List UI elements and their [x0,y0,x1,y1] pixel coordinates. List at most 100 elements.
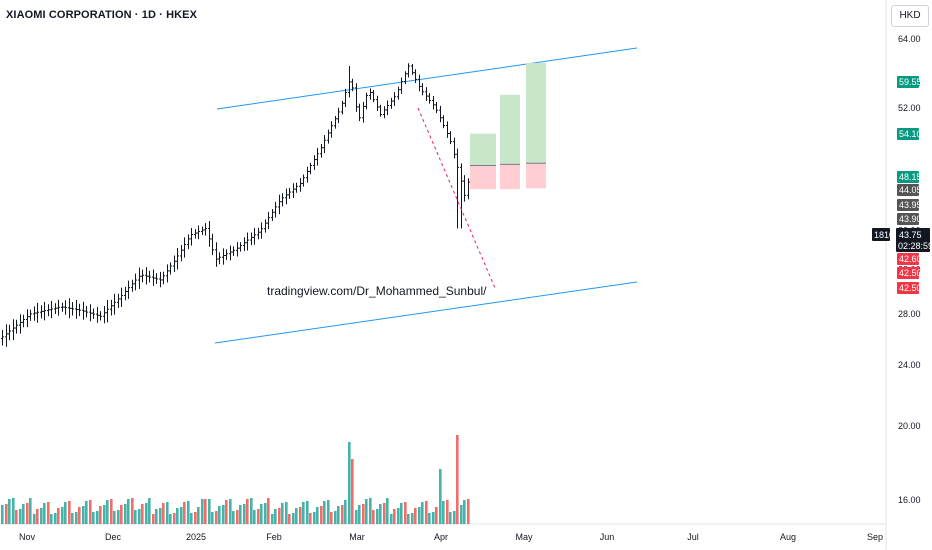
volume-bar [400,503,403,524]
volume-bar [442,501,445,524]
volume-bar [124,504,127,524]
volume-bar [271,514,274,524]
currency-button[interactable]: HKD [891,5,929,27]
volume-bar [138,509,141,524]
x-tick-label: Aug [780,532,796,542]
volume-bar [421,502,424,524]
volume-bar [155,509,158,524]
volume-bar [61,507,64,524]
volume-bar [222,505,225,524]
volume-bar [313,512,316,524]
volume-bar [295,508,298,524]
price-label-badge [897,267,919,279]
volume-bar [162,503,165,524]
volume-bar [106,500,109,524]
volume-bar [407,514,410,524]
volume-bar [320,506,323,524]
volume-bar [337,506,340,524]
x-tick-label: Feb [266,532,282,542]
volume-bar [460,505,463,524]
x-tick-label: Nov [19,532,36,542]
volume-bar [120,505,123,524]
volume-bar [201,499,204,524]
volume-bar [148,498,151,524]
volume-bar [68,501,71,524]
y-tick-label: 64.00 [898,34,921,44]
target-zone [526,62,546,164]
volume-bar [243,504,246,524]
target-zone [500,94,520,165]
volume-bar [141,504,144,524]
volume-bar [166,502,169,524]
volume-bar [358,505,361,524]
volume-bar [197,507,200,524]
stop-zone [470,165,496,190]
volume-bar [187,501,190,524]
volume-bar [176,508,179,524]
volume-bar [33,514,36,524]
target-zone [470,133,496,166]
volume-bar [425,501,428,524]
volume-bar [306,501,309,524]
volume-bar [26,503,29,524]
volume-bar [278,508,281,524]
volume-bar [103,505,106,524]
volume-bar [355,510,358,524]
volume-bar [365,499,368,524]
volume-bar [257,509,260,524]
volume-bar [246,499,249,524]
volume-bar [302,502,305,524]
symbol-code-text: 1810 [874,230,894,240]
volume-bar [22,504,25,524]
y-tick-label: 20.00 [898,421,921,431]
volume-bar [456,435,459,524]
price-label-text: 42.50 [899,268,922,278]
x-tick-label: 2025 [186,532,206,542]
countdown-text: 02:28:59 [898,241,932,251]
volume-bar [453,511,456,524]
volume-bar [418,507,421,524]
volume-bar [404,502,407,524]
volume-bar [239,505,242,524]
symbol-code-badge [872,228,890,241]
volume-bar [376,509,379,524]
volume-bar [383,503,386,524]
last-price-badge [896,228,930,252]
volume-bar [386,498,389,524]
volume-bar [5,504,8,524]
symbol-title: XIAOMI CORPORATION · 1D · HKEX [6,9,198,21]
x-tick-label: Jul [687,532,699,542]
volume-bar [208,499,211,524]
volume-bar [414,508,417,524]
volume-bar [309,513,312,524]
volume-bar [334,511,337,524]
volume-bar [218,506,221,524]
last-price-text: 43.75 [899,230,922,240]
volume-bar [281,503,284,524]
volume-bar [344,500,347,524]
volume-bar [288,514,291,524]
volume-bar [264,503,267,524]
channel-lower-line [214,281,638,344]
price-label-badge [897,213,919,225]
x-tick-label: Jun [600,532,615,542]
volume-bar [75,512,78,524]
volume-bar [71,513,74,524]
volume-bar [180,507,183,524]
volume-bar [85,501,88,524]
volume-bar [12,498,15,524]
volume-bar [82,506,85,524]
volume-bar [194,512,197,524]
price-label-text: 48.15 [899,172,922,182]
price-label-text: 59.55 [899,77,922,87]
price-label-text: 43.95 [899,200,922,210]
volume-bar [348,442,351,524]
channel-upper-line [216,47,638,110]
x-tick-label: Mar [349,532,365,542]
volume-bar [134,510,137,524]
volume-bar [78,507,81,524]
price-label-text: 44.05 [899,185,922,195]
volume-bar [169,514,172,524]
